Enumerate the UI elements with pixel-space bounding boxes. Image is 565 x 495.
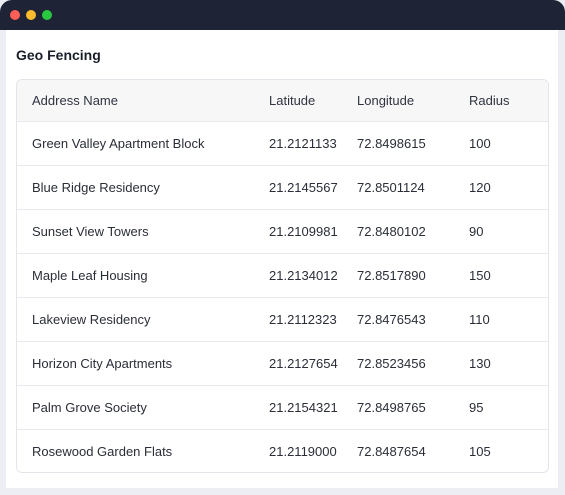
cell-radius: 120: [469, 179, 491, 195]
column-header-longitude[interactable]: Longitude: [357, 92, 415, 108]
cell-latitude: 21.2127654: [269, 355, 338, 371]
cell-longitude: 72.8498615: [357, 135, 426, 151]
table-header-row: Address Name Latitude Longitude Radius: [17, 80, 548, 121]
cell-longitude: 72.8501124: [357, 179, 425, 195]
minimize-dot[interactable]: [26, 10, 36, 20]
maximize-dot[interactable]: [42, 10, 52, 20]
cell-address-name: Horizon City Apartments: [32, 355, 173, 371]
main-content: Geo Fencing Address Name Latitude Longit…: [6, 30, 558, 488]
column-header-radius[interactable]: Radius: [469, 92, 510, 108]
cell-radius: 95: [469, 399, 484, 415]
geo-fencing-table: Address Name Latitude Longitude Radius G…: [17, 80, 548, 472]
cell-radius: 130: [469, 355, 491, 371]
cell-longitude: 72.8480102: [357, 223, 426, 239]
cell-address-name: Palm Grove Society: [32, 399, 147, 415]
window-titlebar: [0, 0, 565, 30]
cell-address-name: Maple Leaf Housing: [32, 267, 148, 283]
cell-longitude: 72.8476543: [357, 311, 426, 327]
cell-longitude: 72.8487654: [357, 443, 426, 459]
cell-latitude: 21.2134012: [269, 267, 338, 283]
table-row[interactable]: Lakeview Residency 21.2112323 72.8476543…: [17, 297, 548, 341]
table-row[interactable]: Palm Grove Society 21.2154321 72.8498765…: [17, 385, 548, 429]
cell-latitude: 21.2109981: [269, 223, 338, 239]
cell-radius: 150: [469, 267, 491, 283]
cell-latitude: 21.2154321: [269, 399, 338, 415]
table-row[interactable]: Rosewood Garden Flats 21.2119000 72.8487…: [17, 429, 548, 472]
cell-radius: 90: [469, 223, 484, 239]
cell-latitude: 21.2121133: [269, 135, 337, 151]
cell-longitude: 72.8523456: [357, 355, 426, 371]
cell-address-name: Green Valley Apartment Block: [32, 135, 205, 151]
cell-latitude: 21.2145567: [269, 179, 338, 195]
table-row[interactable]: Horizon City Apartments 21.2127654 72.85…: [17, 341, 548, 385]
cell-address-name: Sunset View Towers: [32, 223, 149, 239]
cell-radius: 100: [469, 135, 491, 151]
cell-longitude: 72.8498765: [357, 399, 426, 415]
geo-fencing-table-card: Address Name Latitude Longitude Radius G…: [16, 79, 549, 473]
table-row[interactable]: Sunset View Towers 21.2109981 72.8480102…: [17, 209, 548, 253]
cell-latitude: 21.2119000: [269, 443, 337, 459]
page-title: Geo Fencing: [16, 47, 101, 63]
column-header-latitude[interactable]: Latitude: [269, 92, 316, 108]
table-row[interactable]: Maple Leaf Housing 21.2134012 72.8517890…: [17, 253, 548, 297]
cell-radius: 105: [469, 443, 491, 459]
cell-address-name: Rosewood Garden Flats: [32, 443, 173, 459]
close-dot[interactable]: [10, 10, 20, 20]
cell-address-name: Blue Ridge Residency: [32, 179, 160, 195]
table-row[interactable]: Green Valley Apartment Block 21.2121133 …: [17, 121, 548, 165]
table-row[interactable]: Blue Ridge Residency 21.2145567 72.85011…: [17, 165, 548, 209]
cell-address-name: Lakeview Residency: [32, 311, 151, 327]
cell-radius: 110: [469, 311, 490, 327]
cell-latitude: 21.2112323: [269, 311, 337, 327]
column-header-address-name[interactable]: Address Name: [32, 92, 118, 108]
cell-longitude: 72.8517890: [357, 267, 426, 283]
